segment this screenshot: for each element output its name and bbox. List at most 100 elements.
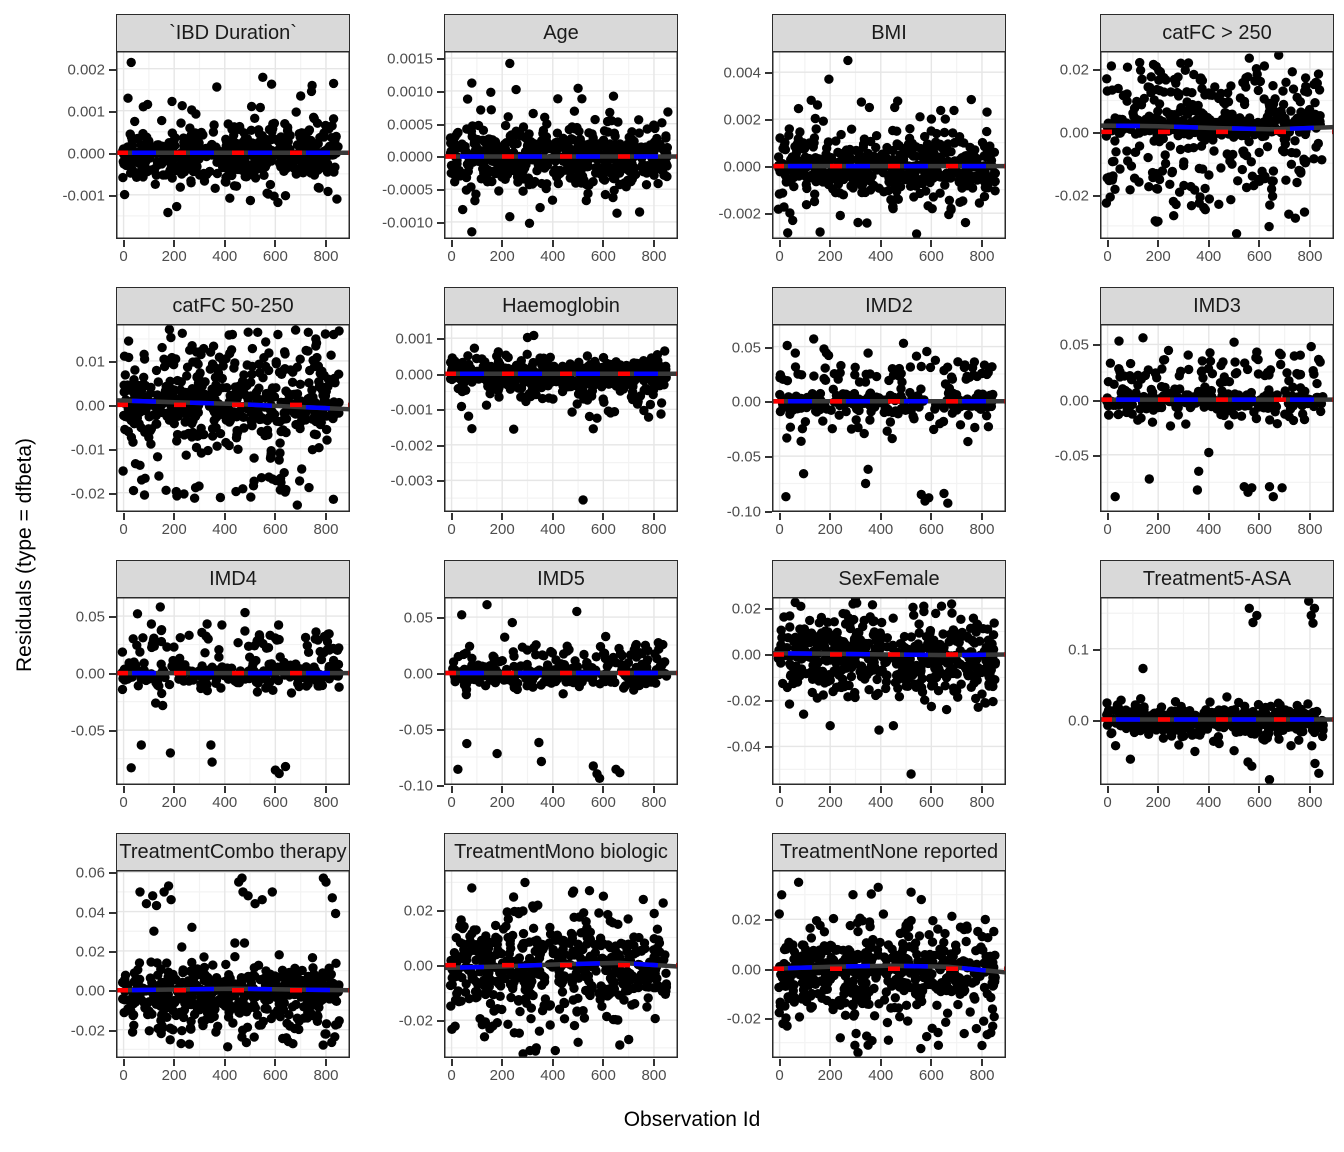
y-tick-label: -0.02	[1054, 187, 1089, 204]
x-tick-label: 0	[1103, 794, 1112, 811]
x-tick-label: 400	[868, 248, 894, 265]
x-tick-label: 800	[641, 521, 667, 538]
x-tick-label: 0	[119, 1067, 128, 1084]
x-tick-label: 200	[1145, 248, 1171, 265]
facet-strip: SexFemale	[772, 560, 1006, 598]
x-tick-label: 600	[262, 521, 288, 538]
x-tick-mark	[551, 240, 554, 247]
y-tick-label: 0.05	[403, 609, 433, 627]
y-tick-label: 0.05	[731, 339, 761, 357]
facet-title: `IBD Duration`	[169, 21, 297, 44]
y-tick-label: -0.05	[70, 722, 105, 740]
facet-strip: IMD2	[772, 287, 1006, 325]
smooth-line	[772, 963, 1006, 975]
x-tick-mark	[1308, 240, 1311, 247]
y-tick-label: -0.002	[390, 437, 433, 455]
x-tick-label: 800	[313, 521, 339, 538]
facet-title: BMI	[871, 21, 907, 44]
x-tick-mark	[1207, 513, 1210, 520]
smooth-line	[772, 651, 1006, 658]
x-axis-ticks: 0 200 400 600 800	[116, 240, 350, 267]
y-tick-mark	[437, 221, 444, 224]
x-axis-ticks: 0 200 400 600 800	[116, 1059, 350, 1086]
y-tick-mark	[765, 213, 772, 216]
x-tick-label: 200	[489, 521, 515, 538]
x-tick-label: 400	[1196, 248, 1222, 265]
x-axis-ticks: 0 200 400 600 800	[444, 786, 678, 813]
x-tick-mark	[652, 1059, 655, 1066]
x-tick-label: 800	[641, 1067, 667, 1084]
y-tick-mark	[109, 616, 116, 619]
y-tick-label: -0.003	[390, 472, 433, 490]
facet-strip: Haemoglobin	[444, 287, 678, 325]
x-tick-mark	[173, 1059, 176, 1066]
x-axis-title: Observation Id	[623, 1108, 761, 1131]
x-tick-label: 800	[969, 1067, 995, 1084]
facet-panel	[772, 870, 1006, 1058]
x-tick-mark	[551, 513, 554, 520]
y-tick-mark	[437, 729, 444, 731]
y-tick-mark	[437, 338, 444, 341]
x-tick-label: 800	[313, 1067, 339, 1084]
x-tick-mark	[450, 1059, 453, 1066]
y-tick-label: 0.00	[1059, 392, 1089, 410]
x-axis-ticks: 0 200 400 600 800	[1100, 240, 1334, 267]
x-tick-mark	[324, 786, 327, 793]
x-tick-mark	[274, 240, 277, 247]
y-tick-mark	[765, 654, 772, 657]
facet-title: Age	[543, 21, 579, 44]
x-tick-label: 800	[1297, 794, 1323, 811]
y-tick-mark	[1093, 719, 1100, 722]
y-axis-ticks: 0.01 0.00 -0.01 -0.02	[44, 325, 116, 513]
y-tick-label: 0.004	[723, 64, 761, 82]
x-tick-mark	[173, 240, 176, 247]
facet-strip: TreatmentNone reported	[772, 833, 1006, 871]
y-tick-label: 0.05	[1059, 336, 1089, 354]
facet-1: Age 0.0015 0.0010 0.0005 0.0000 -0.0005 -0.001…	[372, 14, 678, 267]
scatter-points	[445, 330, 671, 505]
x-tick-label: 0	[775, 794, 784, 811]
y-tick-label: -0.02	[70, 1022, 105, 1040]
x-axis-ticks: 0 200 400 600 800	[1100, 513, 1334, 540]
y-axis-ticks: 0.02 0.00 -0.02 -0.04	[700, 598, 772, 786]
x-axis-ticks: 0 200 400 600 800	[772, 240, 1006, 267]
y-axis-ticks: 0.004 0.002 0.000 -0.002	[700, 52, 772, 240]
x-tick-label: 600	[590, 248, 616, 265]
scatter-points	[773, 55, 1000, 239]
x-tick-mark	[1308, 513, 1311, 520]
y-tick-mark	[437, 123, 444, 126]
x-axis-ticks: 0 200 400 600 800	[116, 786, 350, 813]
x-tick-mark	[602, 1059, 605, 1066]
x-tick-mark	[1207, 786, 1210, 793]
facet-panel	[772, 51, 1006, 239]
y-tick-label: 0.02	[1059, 61, 1089, 79]
x-tick-mark	[1258, 786, 1261, 793]
y-tick-label: 0.00	[731, 646, 761, 664]
y-tick-mark	[437, 156, 444, 159]
y-tick-mark	[437, 909, 444, 912]
scatter-points	[118, 57, 343, 218]
facet-panel	[116, 870, 350, 1058]
x-tick-mark	[122, 786, 125, 793]
y-tick-label: 0.00	[75, 982, 105, 1000]
y-tick-mark	[109, 872, 116, 875]
x-tick-mark	[778, 513, 781, 520]
x-axis-ticks: 0 200 400 600 800	[772, 513, 1006, 540]
x-tick-label: 600	[1246, 794, 1272, 811]
x-tick-mark	[652, 240, 655, 247]
x-tick-label: 600	[1246, 248, 1272, 265]
x-tick-label: 600	[590, 1067, 616, 1084]
y-axis-ticks: 0.02 0.00 -0.02	[1028, 52, 1100, 240]
x-axis-ticks: 0 200 400 600 800	[444, 513, 678, 540]
y-tick-label: -0.02	[398, 1012, 433, 1030]
y-tick-mark	[765, 608, 772, 611]
x-tick-mark	[274, 786, 277, 793]
x-tick-mark	[1157, 786, 1160, 793]
x-tick-mark	[778, 1059, 781, 1066]
y-tick-mark	[437, 373, 444, 376]
x-tick-label: 200	[817, 521, 843, 538]
y-tick-mark	[765, 346, 772, 349]
y-tick-label: 0.00	[403, 957, 433, 975]
facet-panel	[444, 51, 678, 239]
x-tick-label: 400	[540, 248, 566, 265]
